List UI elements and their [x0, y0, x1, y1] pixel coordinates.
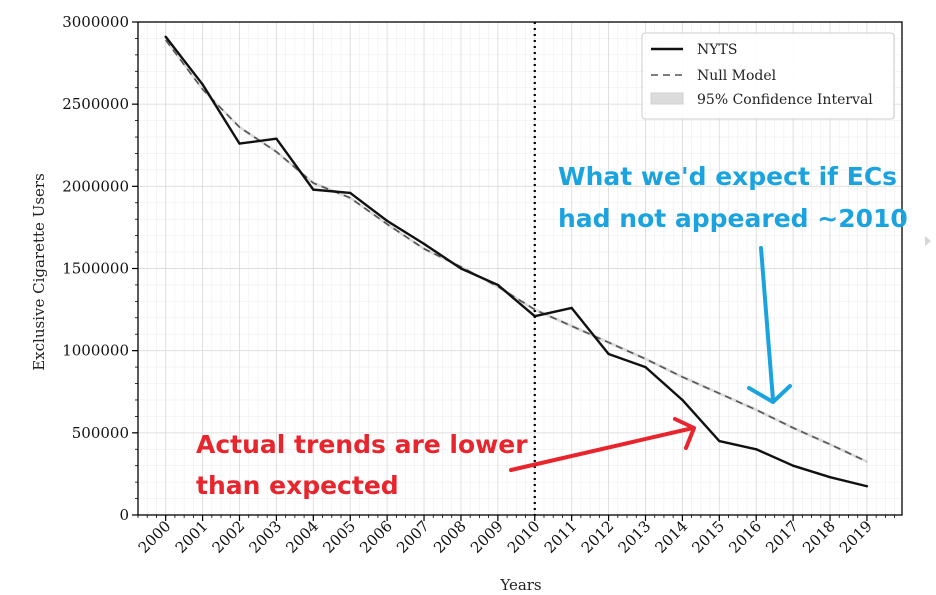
y-axis-label: Exclusive Cigarette Users — [30, 173, 48, 371]
legend-box — [641, 32, 895, 120]
annotation-actual: Actual trends are lower than expected — [196, 417, 696, 500]
x-tick-label: 2017 — [762, 517, 802, 557]
series-nyts-point — [349, 191, 352, 195]
y-tick-label: 2000000 — [62, 177, 129, 195]
series-nyts-point — [164, 35, 167, 38]
series-nyts-point — [238, 142, 241, 145]
y-tick-label: 3000000 — [62, 13, 129, 31]
legend: NYTS Null Model 95% Confidence Interval — [641, 32, 895, 120]
series-nyts-point — [312, 188, 315, 191]
y-tick-label: 0 — [119, 506, 129, 524]
series-nyts-point — [828, 476, 832, 479]
x-tick-label: 2011 — [541, 517, 581, 557]
x-tick-label: 2007 — [393, 517, 433, 557]
annotation-expected-line-1: What we'd expect if ECs — [558, 162, 897, 191]
annotation-actual-arrow-head — [673, 417, 696, 450]
series-nyts-point — [681, 398, 684, 402]
x-tick-label: 2004 — [282, 517, 322, 557]
x-axis-label: Years — [499, 576, 541, 594]
series-nyts-point — [570, 306, 573, 310]
x-tick-label: 2000 — [135, 517, 175, 557]
x-tick-label: 2018 — [799, 517, 839, 557]
series-nyts-point — [459, 267, 463, 270]
legend-nyts-label: NYTS — [697, 42, 737, 58]
x-tick-label: 2008 — [430, 517, 470, 557]
x-tick-label: 2010 — [504, 517, 544, 557]
series-nyts-point — [644, 365, 647, 369]
series-nyts-point — [385, 219, 389, 223]
series-nyts-point — [607, 352, 610, 356]
x-tick-label: 2002 — [209, 517, 249, 557]
y-axis-ticks: 0 500000 1000000 1500000 2000000 2500000 30000… — [62, 13, 138, 524]
series-nyts-point — [791, 464, 795, 467]
x-tick-label: 2009 — [467, 517, 507, 557]
series-nyts-point — [201, 83, 204, 86]
series-nyts-point — [422, 242, 426, 246]
annotation-expected: What we'd expect if ECs had not appeared… — [558, 162, 908, 404]
series-nyts-point — [496, 283, 500, 287]
series-nyts-point — [275, 137, 278, 140]
x-tick-label: 2005 — [319, 517, 359, 557]
y-tick-label: 500000 — [72, 424, 129, 442]
y-tick-label: 2500000 — [62, 95, 129, 113]
annotation-actual-arrow-shaft — [509, 426, 695, 472]
x-tick-label: 2015 — [688, 517, 728, 557]
series-null-model-line — [165, 39, 868, 463]
series-nyts-point — [755, 448, 758, 451]
x-tick-label: 2019 — [836, 517, 876, 557]
annotation-expected-arrow-shaft — [759, 246, 775, 402]
x-tick-label: 2001 — [172, 517, 212, 557]
x-axis-ticks: 2000200120022003200420052006200720082009… — [135, 515, 896, 557]
x-tick-label: 2016 — [725, 517, 765, 557]
legend-null-model-label: Null Model — [697, 68, 777, 84]
annotation-actual-line-1: Actual trends are lower — [196, 430, 528, 459]
y-tick-label: 1000000 — [62, 342, 129, 360]
x-tick-label: 2012 — [578, 517, 618, 557]
scroll-indicator-icon — [925, 236, 931, 246]
legend-confidence-label: 95% Confidence Interval — [697, 92, 873, 108]
y-tick-label: 1500000 — [62, 260, 129, 278]
series-nyts-point — [865, 485, 869, 488]
x-tick-label: 2006 — [356, 517, 396, 557]
annotation-expected-line-2: had not appeared ~2010 — [558, 204, 908, 233]
series-nyts-point — [718, 439, 721, 443]
x-tick-label: 2003 — [246, 517, 286, 557]
series-nyts-line — [164, 36, 868, 488]
x-tick-label: 2013 — [615, 517, 655, 557]
legend-confidence-swatch — [650, 92, 684, 105]
x-tick-label: 2014 — [651, 517, 691, 557]
annotation-actual-line-2: than expected — [196, 471, 399, 500]
annotation-expected-arrow-head — [747, 384, 792, 404]
